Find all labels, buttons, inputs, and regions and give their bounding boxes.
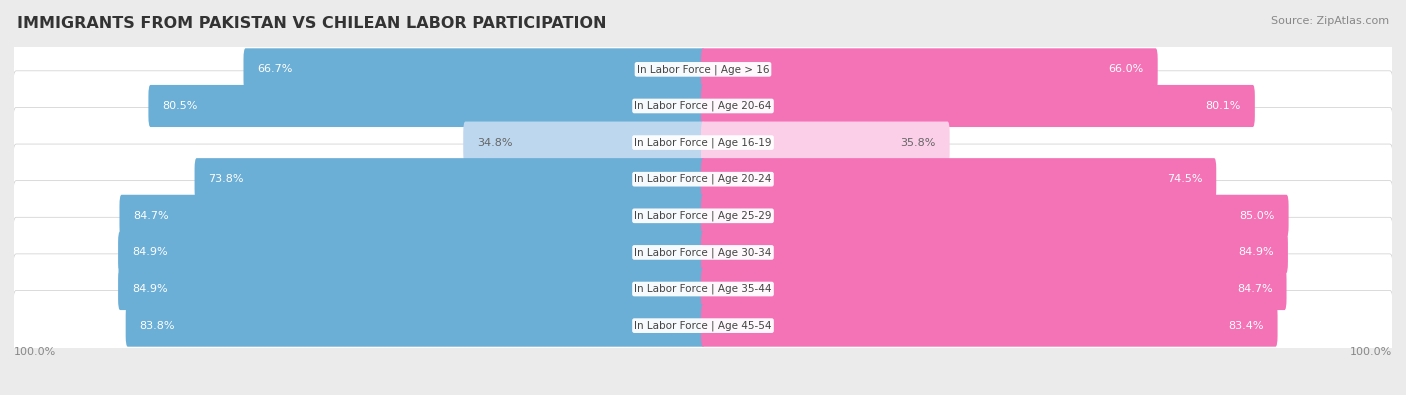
Text: 84.7%: 84.7% [1237,284,1272,294]
Text: In Labor Force | Age 20-24: In Labor Force | Age 20-24 [634,174,772,184]
Text: 100.0%: 100.0% [14,347,56,357]
Text: 100.0%: 100.0% [1350,347,1392,357]
Text: 84.9%: 84.9% [132,284,167,294]
Text: 80.5%: 80.5% [162,101,198,111]
FancyBboxPatch shape [13,34,1393,105]
FancyBboxPatch shape [702,122,949,164]
FancyBboxPatch shape [243,48,704,90]
Text: 66.0%: 66.0% [1109,64,1144,74]
Text: 73.8%: 73.8% [208,174,243,184]
FancyBboxPatch shape [194,158,704,200]
Text: 84.9%: 84.9% [132,247,167,258]
Text: Source: ZipAtlas.com: Source: ZipAtlas.com [1271,16,1389,26]
Text: In Labor Force | Age 16-19: In Labor Force | Age 16-19 [634,137,772,148]
FancyBboxPatch shape [125,305,704,347]
Legend: Immigrants from Pakistan, Chilean: Immigrants from Pakistan, Chilean [565,391,841,395]
FancyBboxPatch shape [702,305,1278,347]
Text: 85.0%: 85.0% [1240,211,1275,221]
Text: In Labor Force | Age 45-54: In Labor Force | Age 45-54 [634,320,772,331]
Text: IMMIGRANTS FROM PAKISTAN VS CHILEAN LABOR PARTICIPATION: IMMIGRANTS FROM PAKISTAN VS CHILEAN LABO… [17,16,606,31]
FancyBboxPatch shape [13,181,1393,251]
Text: 83.4%: 83.4% [1229,321,1264,331]
Text: 83.8%: 83.8% [139,321,174,331]
FancyBboxPatch shape [13,144,1393,214]
FancyBboxPatch shape [118,268,704,310]
FancyBboxPatch shape [118,231,704,273]
Text: 34.8%: 34.8% [477,137,513,148]
FancyBboxPatch shape [13,290,1393,361]
Text: 80.1%: 80.1% [1206,101,1241,111]
Text: In Labor Force | Age 35-44: In Labor Force | Age 35-44 [634,284,772,294]
Text: 84.7%: 84.7% [134,211,169,221]
Text: In Labor Force | Age 25-29: In Labor Force | Age 25-29 [634,211,772,221]
FancyBboxPatch shape [13,107,1393,178]
Text: 66.7%: 66.7% [257,64,292,74]
Text: 35.8%: 35.8% [900,137,936,148]
FancyBboxPatch shape [702,268,1286,310]
FancyBboxPatch shape [13,254,1393,324]
FancyBboxPatch shape [702,48,1157,90]
FancyBboxPatch shape [463,122,704,164]
FancyBboxPatch shape [120,195,704,237]
FancyBboxPatch shape [13,217,1393,288]
FancyBboxPatch shape [702,85,1254,127]
Text: In Labor Force | Age > 16: In Labor Force | Age > 16 [637,64,769,75]
FancyBboxPatch shape [149,85,704,127]
FancyBboxPatch shape [702,158,1216,200]
FancyBboxPatch shape [13,71,1393,141]
FancyBboxPatch shape [702,195,1289,237]
Text: In Labor Force | Age 20-64: In Labor Force | Age 20-64 [634,101,772,111]
Text: 74.5%: 74.5% [1167,174,1202,184]
Text: In Labor Force | Age 30-34: In Labor Force | Age 30-34 [634,247,772,258]
FancyBboxPatch shape [702,231,1288,273]
Text: 84.9%: 84.9% [1239,247,1274,258]
